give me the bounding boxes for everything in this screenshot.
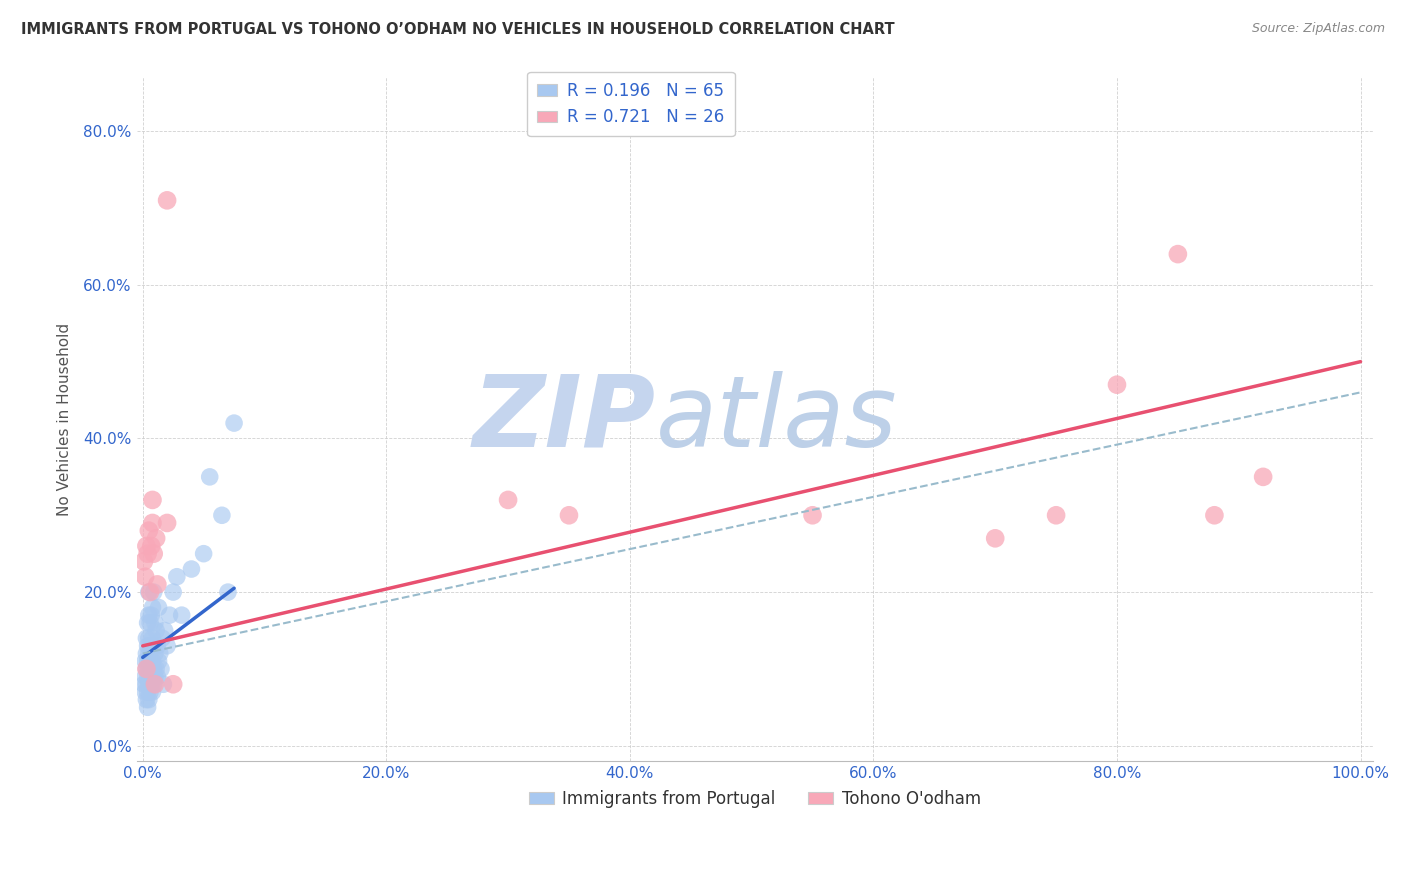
Point — [148, 654, 170, 668]
Point — [156, 194, 179, 208]
Point — [135, 677, 157, 691]
Point — [150, 631, 173, 645]
Legend: Immigrants from Portugal, Tohono O'odham: Immigrants from Portugal, Tohono O'odham — [522, 783, 987, 814]
Point — [162, 585, 184, 599]
Point — [138, 524, 160, 538]
Point — [138, 692, 160, 706]
Point — [141, 654, 163, 668]
Point — [135, 647, 157, 661]
Point — [145, 662, 167, 676]
Point — [558, 508, 581, 523]
Point — [141, 516, 163, 530]
Point — [135, 692, 157, 706]
Point — [141, 600, 163, 615]
Point — [138, 662, 160, 676]
Text: atlas: atlas — [655, 371, 897, 467]
Point — [1251, 470, 1274, 484]
Point — [159, 608, 181, 623]
Point — [1105, 377, 1128, 392]
Point — [153, 624, 176, 638]
Text: Source: ZipAtlas.com: Source: ZipAtlas.com — [1251, 22, 1385, 36]
Point — [135, 631, 157, 645]
Point — [150, 662, 173, 676]
Point — [142, 677, 165, 691]
Point — [156, 639, 179, 653]
Point — [142, 547, 165, 561]
Point — [166, 570, 188, 584]
Point — [141, 677, 163, 691]
Point — [134, 570, 156, 584]
Point — [984, 531, 1007, 545]
Point — [146, 639, 169, 653]
Point — [149, 647, 172, 661]
Point — [132, 677, 155, 691]
Point — [136, 654, 159, 668]
Point — [139, 670, 162, 684]
Point — [141, 670, 163, 684]
Point — [143, 647, 166, 661]
Point — [142, 639, 165, 653]
Point — [139, 685, 162, 699]
Point — [135, 662, 157, 676]
Point — [138, 677, 160, 691]
Point — [143, 670, 166, 684]
Point — [134, 670, 156, 684]
Point — [139, 615, 162, 630]
Point — [193, 547, 215, 561]
Point — [136, 670, 159, 684]
Point — [134, 654, 156, 668]
Point — [141, 662, 163, 676]
Point — [141, 639, 163, 653]
Point — [136, 685, 159, 699]
Point — [1167, 247, 1189, 261]
Point — [146, 670, 169, 684]
Text: ZIP: ZIP — [472, 371, 655, 467]
Point — [170, 608, 193, 623]
Point — [143, 615, 166, 630]
Point — [135, 539, 157, 553]
Point — [136, 615, 159, 630]
Point — [138, 608, 160, 623]
Point — [198, 470, 221, 484]
Point — [141, 685, 163, 699]
Point — [132, 554, 155, 568]
Point — [801, 508, 824, 523]
Point — [141, 492, 163, 507]
Point — [1204, 508, 1226, 523]
Point — [156, 516, 179, 530]
Text: IMMIGRANTS FROM PORTUGAL VS TOHONO O’ODHAM NO VEHICLES IN HOUSEHOLD CORRELATION : IMMIGRANTS FROM PORTUGAL VS TOHONO O’ODH… — [21, 22, 894, 37]
Point — [496, 492, 519, 507]
Point — [142, 585, 165, 599]
Point — [139, 654, 162, 668]
Point — [141, 631, 163, 645]
Point — [217, 585, 239, 599]
Point — [138, 647, 160, 661]
Point — [148, 600, 170, 615]
Point — [142, 662, 165, 676]
Point — [141, 539, 163, 553]
Point — [136, 639, 159, 653]
Point — [135, 662, 157, 676]
Point — [134, 685, 156, 699]
Point — [1045, 508, 1067, 523]
Point — [138, 631, 160, 645]
Point — [145, 624, 167, 638]
Point — [139, 585, 162, 599]
Point — [162, 677, 184, 691]
Point — [222, 416, 245, 430]
Point — [139, 639, 162, 653]
Point — [145, 531, 167, 545]
Point — [138, 585, 160, 599]
Point — [146, 577, 169, 591]
Point — [180, 562, 202, 576]
Y-axis label: No Vehicles in Household: No Vehicles in Household — [58, 323, 72, 516]
Point — [136, 700, 159, 714]
Point — [143, 677, 166, 691]
Point — [141, 608, 163, 623]
Point — [136, 547, 159, 561]
Point — [211, 508, 233, 523]
Point — [152, 677, 174, 691]
